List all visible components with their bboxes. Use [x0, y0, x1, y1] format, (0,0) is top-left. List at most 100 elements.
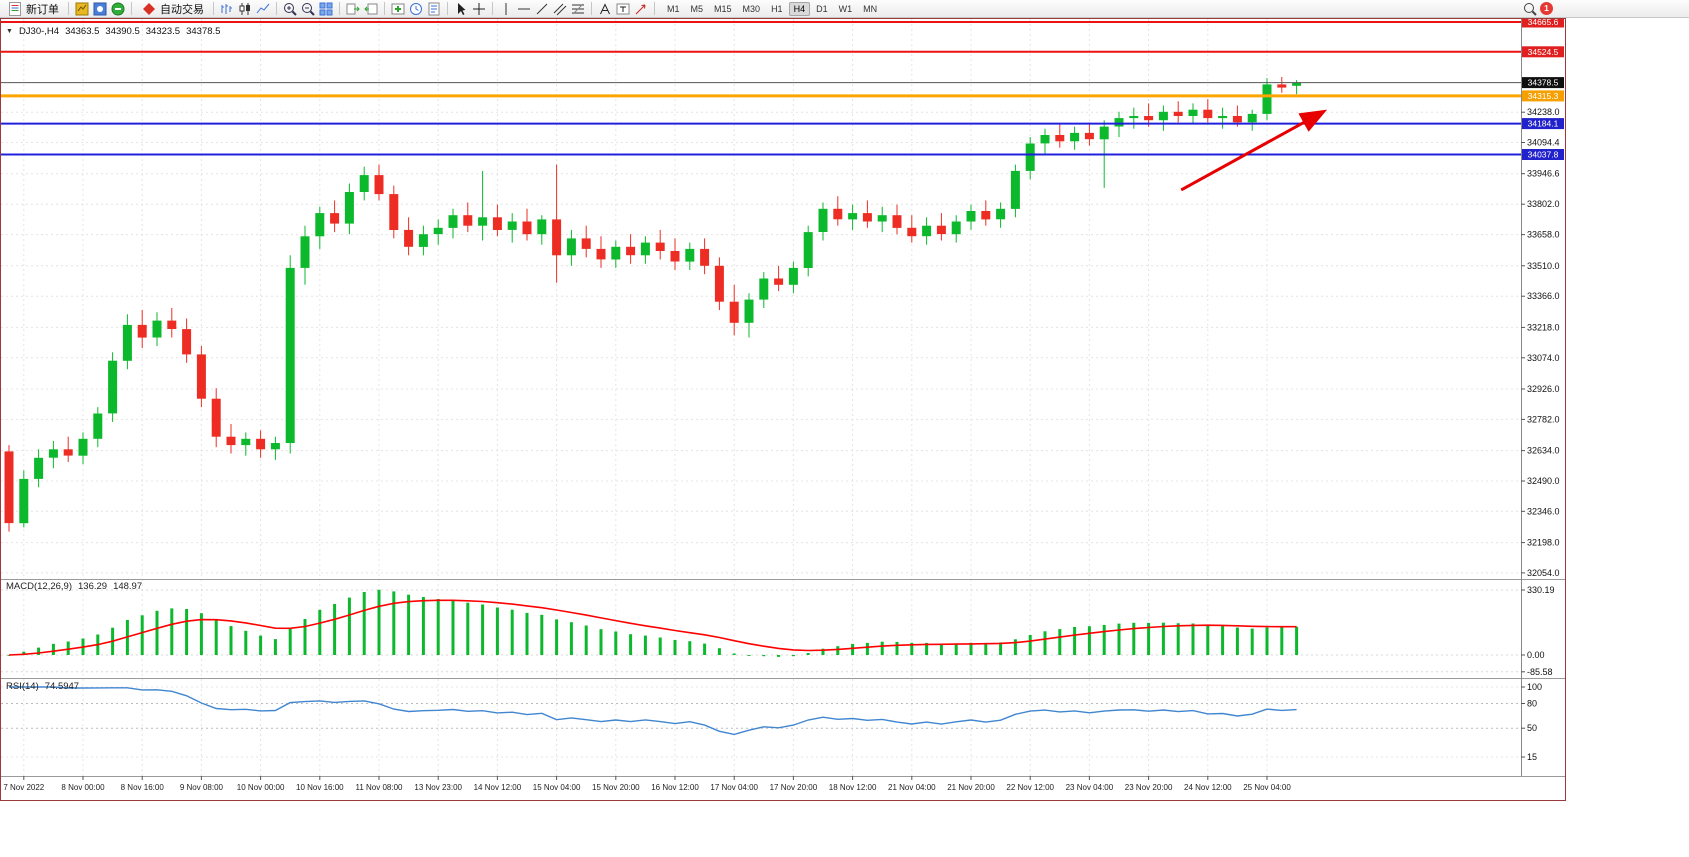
- svg-text:33218.0: 33218.0: [1527, 322, 1560, 332]
- svg-text:32054.0: 32054.0: [1527, 568, 1560, 578]
- svg-text:24 Nov 12:00: 24 Nov 12:00: [1184, 783, 1232, 792]
- timeframe-H4[interactable]: H4: [788, 1, 811, 16]
- timeframe-bar: M1 M5 M15 M30 H1 H4 D1 W1 MN: [662, 1, 882, 16]
- chart-high: 34390.5: [105, 26, 140, 37]
- candlestick-chart-icon[interactable]: [237, 1, 253, 17]
- svg-text:32634.0: 32634.0: [1527, 446, 1560, 456]
- market-watch-icon[interactable]: [74, 1, 90, 17]
- new-order-button[interactable]: 新订单: [3, 1, 63, 17]
- main-toolbar: 新订单 自动交易: [0, 0, 1689, 18]
- macd-layer: [1, 589, 1521, 673]
- svg-text:23 Nov 20:00: 23 Nov 20:00: [1125, 783, 1173, 792]
- svg-text:23 Nov 04:00: 23 Nov 04:00: [1066, 783, 1114, 792]
- zoom-in-icon[interactable]: [282, 1, 298, 17]
- svg-text:14 Nov 12:00: 14 Nov 12:00: [474, 783, 522, 792]
- svg-text:34378.5: 34378.5: [1528, 78, 1559, 88]
- svg-text:18 Nov 12:00: 18 Nov 12:00: [829, 783, 877, 792]
- svg-text:10 Nov 00:00: 10 Nov 00:00: [237, 783, 285, 792]
- svg-text:34665.6: 34665.6: [1528, 19, 1559, 27]
- svg-text:100: 100: [1527, 682, 1542, 692]
- timeframe-H1[interactable]: H1: [771, 3, 783, 14]
- candles-layer: [4, 77, 1302, 532]
- timeframe-M15[interactable]: M15: [714, 3, 732, 14]
- time-axis[interactable]: 7 Nov 2022 8 Nov 00:00 8 Nov 16:00 9 Nov 08…: [3, 776, 1291, 792]
- indicators-icon[interactable]: [390, 1, 406, 17]
- toolbar-separator: [654, 2, 655, 15]
- auto-scroll-icon[interactable]: [345, 1, 361, 17]
- chart-close: 34378.5: [186, 26, 221, 37]
- svg-text:21 Nov 20:00: 21 Nov 20:00: [947, 783, 995, 792]
- svg-text:34315.3: 34315.3: [1528, 91, 1559, 101]
- chart-low: 34323.5: [145, 26, 181, 37]
- svg-text:50: 50: [1527, 723, 1537, 733]
- timeframe-M30[interactable]: M30: [742, 3, 761, 14]
- channel-icon[interactable]: [552, 1, 568, 17]
- horizontal-line-icon[interactable]: [516, 1, 532, 17]
- svg-text:330.19: 330.19: [1527, 585, 1555, 595]
- svg-text:32490.0: 32490.0: [1527, 476, 1560, 486]
- price-lines-layer[interactable]: [1, 21, 1521, 156]
- vertical-line-icon[interactable]: [498, 1, 514, 17]
- rsi-panel-label: RSI(14) 74.5947: [6, 681, 79, 692]
- notification-badge[interactable]: 1: [1540, 2, 1553, 15]
- timeframe-MN[interactable]: MN: [863, 3, 878, 14]
- search-icon[interactable]: [1522, 1, 1538, 17]
- text-icon[interactable]: [597, 1, 613, 17]
- timeframe-W1[interactable]: W1: [838, 3, 853, 14]
- toolbar-separator: [276, 2, 277, 15]
- svg-text:32346.0: 32346.0: [1527, 506, 1560, 516]
- trend-arrow[interactable]: [1180, 109, 1328, 192]
- svg-text:33946.6: 33946.6: [1527, 169, 1560, 179]
- chart-background: [1, 19, 1565, 800]
- arrows-icon[interactable]: [633, 1, 649, 17]
- new-order-label: 新订单: [26, 3, 59, 16]
- svg-text:21 Nov 04:00: 21 Nov 04:00: [888, 783, 936, 792]
- svg-text:8 Nov 16:00: 8 Nov 16:00: [121, 783, 165, 792]
- chart-shift-icon[interactable]: [363, 1, 379, 17]
- svg-text:34184.1: 34184.1: [1528, 119, 1559, 129]
- timeframe-M5[interactable]: M5: [690, 3, 704, 14]
- timeframe-D1[interactable]: D1: [816, 3, 828, 14]
- line-chart-icon[interactable]: [255, 1, 271, 17]
- svg-text:33510.0: 33510.0: [1527, 261, 1560, 271]
- svg-text:7 Nov 2022: 7 Nov 2022: [3, 783, 44, 792]
- macd-signal-line: [8, 599, 1297, 656]
- crosshair-icon[interactable]: [471, 1, 487, 17]
- text-label-icon[interactable]: [615, 1, 631, 17]
- templates-icon[interactable]: [426, 1, 442, 17]
- svg-text:33802.0: 33802.0: [1527, 199, 1560, 209]
- chart-dropdown-icon[interactable]: ▼: [6, 28, 13, 35]
- svg-text:0.00: 0.00: [1527, 650, 1545, 660]
- svg-text:10 Nov 16:00: 10 Nov 16:00: [296, 783, 344, 792]
- svg-text:16 Nov 12:00: 16 Nov 12:00: [651, 783, 699, 792]
- chart-symbol-period: DJ30-,H4: [18, 26, 60, 37]
- trendline-icon[interactable]: [534, 1, 550, 17]
- tile-windows-icon[interactable]: [318, 1, 334, 17]
- timeframe-M1[interactable]: M1: [667, 3, 680, 14]
- terminal-icon[interactable]: [110, 1, 126, 17]
- svg-text:-85.58: -85.58: [1527, 667, 1553, 677]
- periods-icon[interactable]: [408, 1, 424, 17]
- fibonacci-icon[interactable]: [570, 1, 586, 17]
- bar-chart-icon[interactable]: [219, 1, 235, 17]
- auto-trading-button[interactable]: 自动交易: [137, 1, 208, 17]
- macd-panel-label: MACD(12,26,9) 136.29 148.97: [6, 581, 142, 592]
- macd-main-value: 136.29: [78, 581, 108, 592]
- svg-text:34524.5: 34524.5: [1528, 47, 1559, 57]
- toolbar-separator: [384, 2, 385, 15]
- notification-count: 1: [1544, 3, 1549, 13]
- rsi-value: 74.5947: [44, 681, 80, 692]
- chart-open: 34363.5: [65, 26, 100, 37]
- auto-trading-icon: [141, 1, 157, 17]
- svg-text:32926.0: 32926.0: [1527, 384, 1560, 394]
- zoom-out-icon[interactable]: [300, 1, 316, 17]
- navigator-icon[interactable]: [92, 1, 108, 17]
- chart-canvas[interactable]: 34665.6 34524.5 34378.5 34315.3 34238.0 34184…: [1, 19, 1565, 800]
- svg-text:32198.0: 32198.0: [1527, 538, 1560, 548]
- cursor-icon[interactable]: [453, 1, 469, 17]
- price-axis[interactable]: 34665.6 34524.5 34378.5 34315.3 34238.0 34184…: [1521, 19, 1564, 762]
- toolbar-separator: [492, 2, 493, 15]
- chart-title: ▼ DJ30-,H4 34363.5 34390.5 34323.5 34378…: [6, 26, 220, 37]
- rsi-layer: [1, 686, 1521, 758]
- svg-text:34037.8: 34037.8: [1528, 150, 1559, 160]
